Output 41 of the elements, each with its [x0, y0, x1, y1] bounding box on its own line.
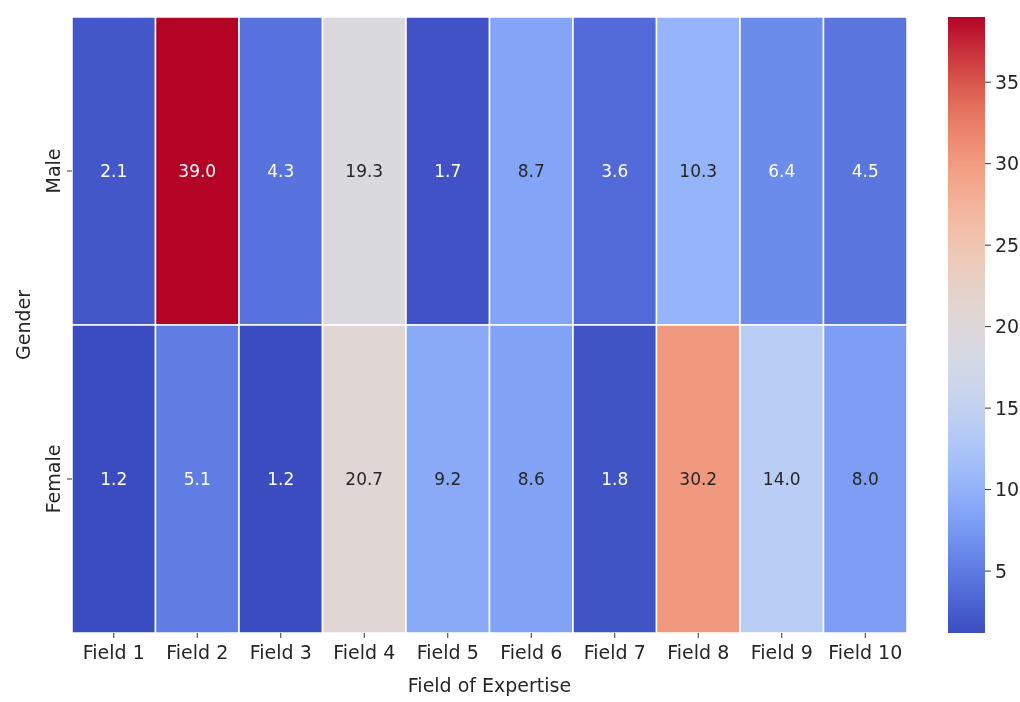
data-label: 3.6: [601, 160, 629, 181]
x-tick-label: Field 1: [82, 641, 145, 663]
y-tick-label: Male: [42, 148, 64, 194]
color-bar-label: 20: [995, 315, 1020, 338]
data-label: 30.2: [679, 468, 718, 489]
x-tick-label: Field 9: [750, 641, 813, 663]
color-bar-label: 15: [995, 396, 1020, 419]
data-label: 14.0: [762, 468, 801, 489]
data-label: 1.8: [601, 468, 629, 489]
x-tick-label: Field 8: [667, 641, 730, 663]
color-bar-label: 10: [995, 478, 1020, 501]
color-bar-label: 25: [995, 233, 1020, 256]
data-label: 8.6: [517, 468, 545, 489]
data-label: 6.4: [768, 160, 796, 181]
y-tick-label: Female: [42, 444, 64, 514]
data-label: 5.1: [183, 468, 211, 489]
x-tick-label: Field 5: [416, 641, 479, 663]
x-tick-label: Field 10: [828, 641, 903, 663]
data-label: 8.7: [517, 160, 545, 181]
color-bar-label: 5: [995, 559, 1008, 582]
data-label: 2.1: [100, 160, 128, 181]
color-bar-label: 35: [995, 70, 1020, 93]
data-label: 4.5: [851, 160, 879, 181]
data-label: 1.2: [100, 468, 128, 489]
x-tick-label: Field 4: [333, 641, 396, 663]
data-label: 19.3: [345, 160, 384, 181]
x-tick-label: Field 7: [583, 641, 646, 663]
data-label: 1.2: [267, 468, 295, 489]
data-label: 10.3: [679, 160, 718, 181]
data-label: 4.3: [267, 160, 295, 181]
x-tick-label: Field 6: [500, 641, 563, 663]
x-tick-label: Field 2: [166, 641, 229, 663]
data-label: 9.2: [434, 468, 462, 489]
data-label: 20.7: [345, 468, 384, 489]
data-label: 1.7: [434, 160, 462, 181]
data-label: 8.0: [851, 468, 879, 489]
x-tick-label: Field 3: [249, 641, 312, 663]
y-axis-title: Gender: [12, 289, 34, 361]
x-axis-title: Field of Expertise: [407, 674, 572, 696]
color-bar-label: 30: [995, 152, 1020, 175]
data-label: 39.0: [178, 160, 217, 181]
